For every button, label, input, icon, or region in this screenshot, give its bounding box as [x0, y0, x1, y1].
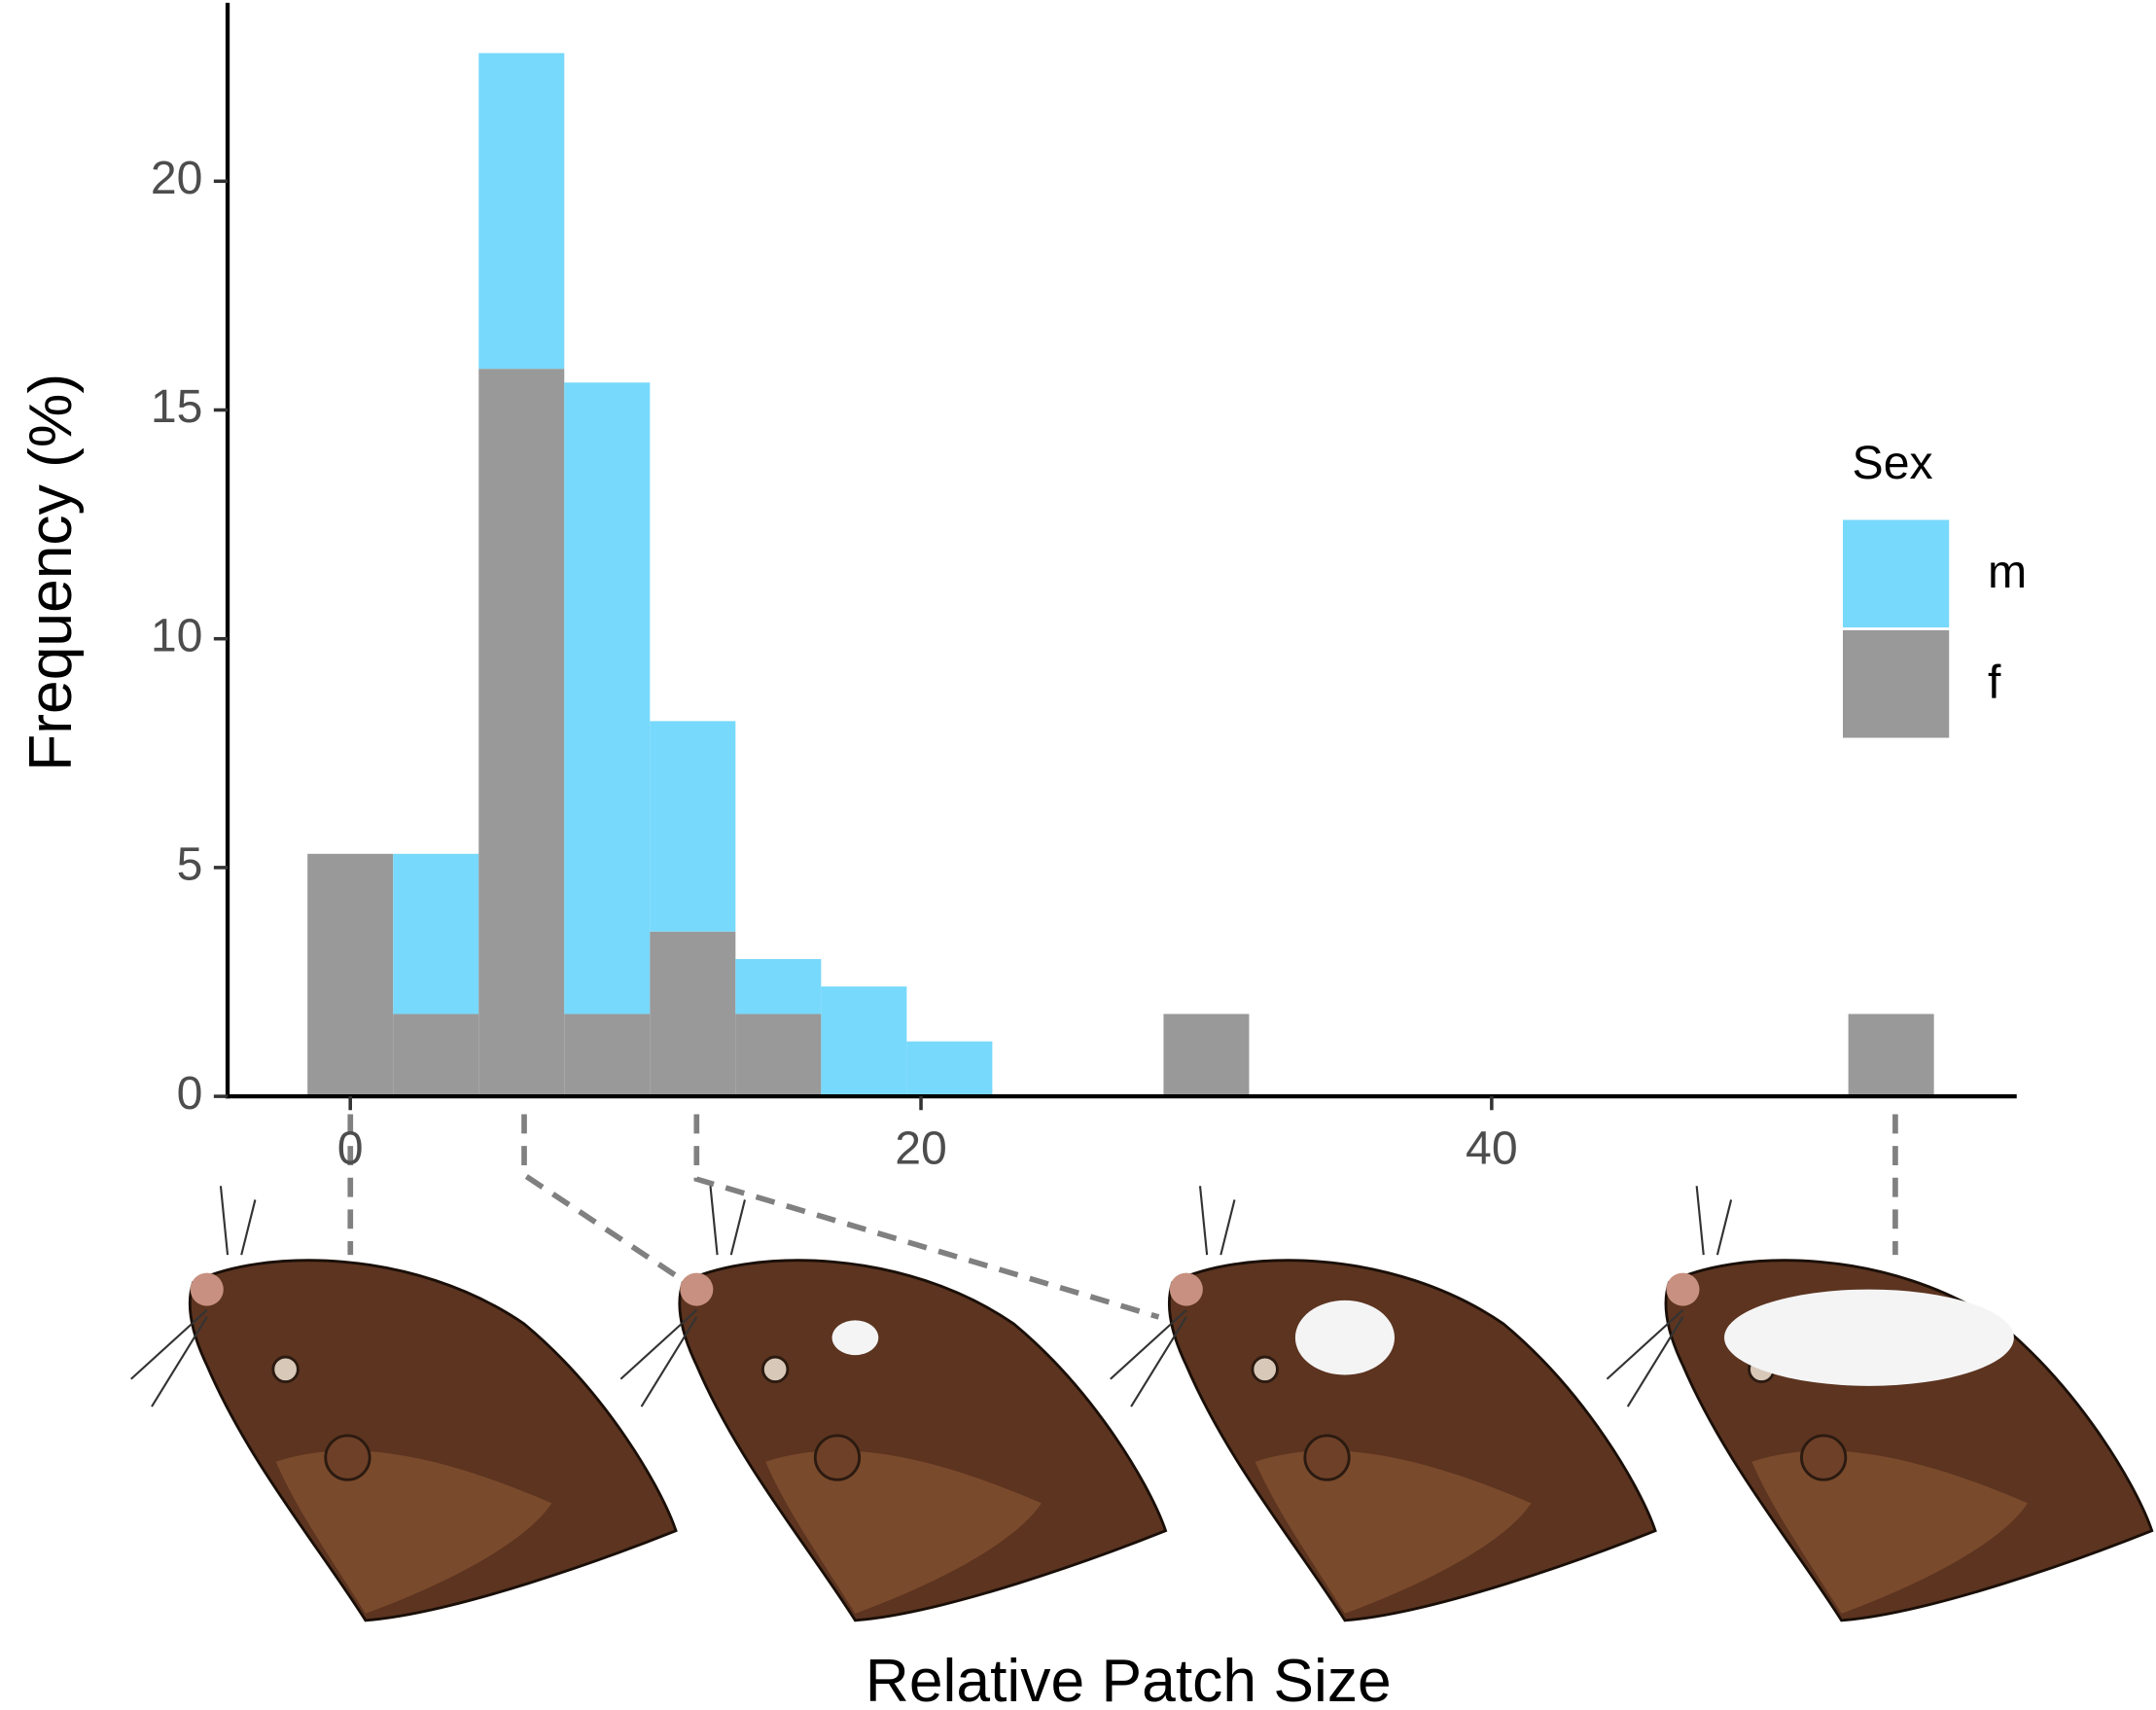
x-tick-label: 40 — [1466, 1122, 1518, 1175]
fur — [275, 1450, 552, 1614]
connector — [521, 1114, 678, 1278]
bar — [564, 1014, 651, 1097]
bar — [393, 1014, 479, 1097]
mouse-head — [130, 1186, 678, 1622]
legend-key — [1843, 629, 1950, 738]
ear — [813, 1434, 862, 1481]
y-tick-label: 10 — [151, 609, 203, 661]
bar — [650, 931, 736, 1097]
legend-label: f — [1988, 656, 2001, 708]
mouse-head — [619, 1186, 1168, 1622]
mouse-head — [1606, 1186, 2154, 1622]
bar — [307, 853, 394, 1097]
mouse-head — [1110, 1186, 1657, 1622]
ear — [324, 1434, 371, 1481]
connectors — [347, 1114, 1898, 1320]
nose — [680, 1272, 714, 1306]
bar — [735, 958, 822, 1015]
eye — [760, 1355, 790, 1383]
connector — [693, 1114, 1160, 1320]
legend-label: m — [1988, 546, 2027, 598]
ear — [1303, 1434, 1351, 1481]
bar — [393, 853, 479, 1015]
whiskers — [130, 1186, 257, 1407]
bar — [564, 382, 651, 1015]
bar — [1163, 1014, 1250, 1097]
eye — [271, 1355, 300, 1383]
bar — [650, 721, 736, 932]
head — [188, 1259, 678, 1622]
nose — [1169, 1272, 1203, 1306]
whiskers — [1606, 1186, 1733, 1407]
nose — [190, 1272, 224, 1306]
y-tick-label: 5 — [177, 838, 203, 891]
bar — [735, 1014, 822, 1097]
y-tick-label: 0 — [177, 1067, 203, 1120]
eye — [1251, 1355, 1279, 1383]
legend-title: Sex — [1853, 437, 1933, 489]
fur — [1751, 1450, 2029, 1614]
fur — [1255, 1450, 1532, 1614]
bar — [1848, 1014, 1934, 1097]
white-patch — [1294, 1300, 1396, 1375]
x-axis-title: Relative Patch Size — [866, 1648, 1392, 1710]
head — [1167, 1259, 1657, 1622]
illustrations — [130, 1114, 2154, 1622]
mouse-heads — [130, 1186, 2154, 1622]
head — [678, 1259, 1168, 1622]
white-patch — [831, 1320, 879, 1356]
ear — [1800, 1434, 1848, 1481]
fur — [765, 1450, 1042, 1614]
x-tick-label: 20 — [895, 1122, 947, 1175]
whiskers — [1110, 1186, 1236, 1407]
bar — [821, 986, 907, 1097]
bar — [906, 1041, 993, 1097]
whiskers — [619, 1186, 746, 1407]
y-tick-label: 15 — [151, 380, 203, 433]
bar — [478, 53, 565, 370]
y-axis-title: Frequency (%) — [18, 374, 85, 771]
y-tick-label: 20 — [151, 152, 203, 204]
x-tick-label: 0 — [337, 1122, 364, 1175]
white-patch — [1724, 1289, 2014, 1386]
legend-key — [1843, 519, 1950, 628]
nose — [1666, 1272, 1700, 1306]
bar — [478, 369, 565, 1097]
